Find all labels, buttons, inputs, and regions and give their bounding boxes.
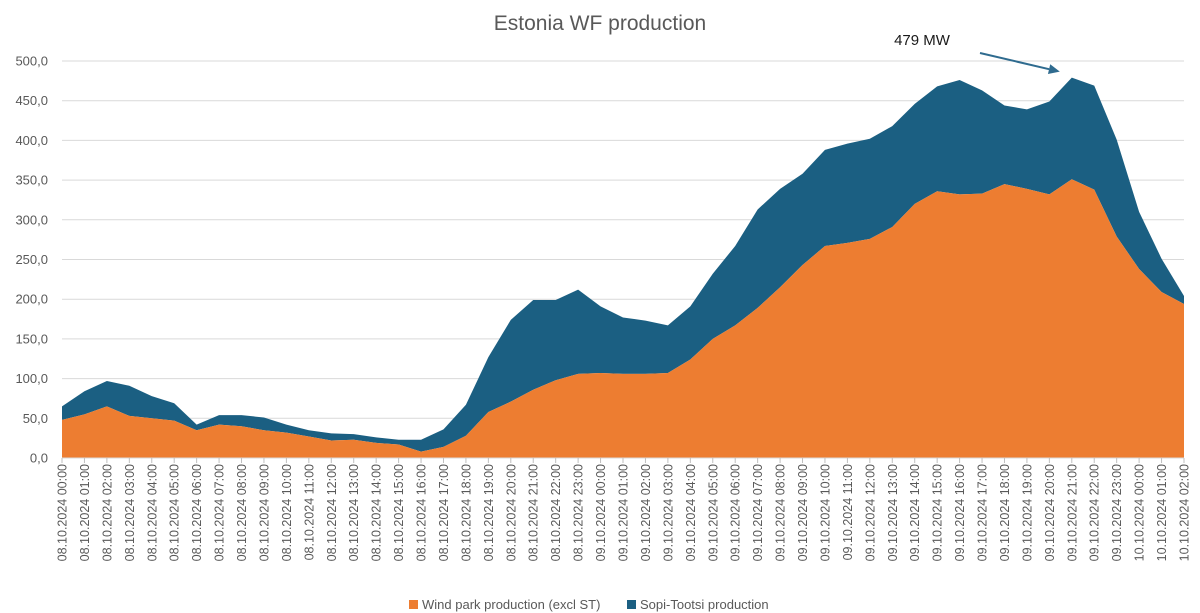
x-tick-label: 08.10.2024 13:00 [347,464,361,561]
x-tick-label: 09.10.2024 09:00 [796,464,810,561]
x-tick-label: 08.10.2024 03:00 [123,464,137,561]
x-tick-label: 10.10.2024 02:00 [1178,464,1192,561]
area-sopi-tootsi [62,77,1184,452]
x-tick-label: 08.10.2024 12:00 [325,464,339,561]
x-tick-label: 08.10.2024 08:00 [235,464,249,561]
y-tick-label: 150,0 [15,331,48,346]
x-tick-label: 09.10.2024 20:00 [1043,464,1057,561]
y-tick-label: 250,0 [15,252,48,267]
x-tick-label: 09.10.2024 01:00 [617,464,631,561]
x-tick-label: 08.10.2024 11:00 [302,464,316,560]
x-tick-label: 10.10.2024 01:00 [1155,464,1169,561]
y-tick-label: 0,0 [30,451,48,466]
x-tick-label: 08.10.2024 02:00 [100,464,114,561]
y-tick-label: 450,0 [15,93,48,108]
x-tick-label: 08.10.2024 09:00 [257,464,271,561]
x-tick-label: 09.10.2024 15:00 [931,464,945,561]
plot-area [62,77,1184,458]
x-tick-label: 08.10.2024 18:00 [459,464,473,561]
legend-label-sopi-tootsi: Sopi-Tootsi production [640,597,769,612]
legend: Wind park production (excl ST) Sopi-Toot… [409,597,769,612]
x-tick-label: 08.10.2024 23:00 [572,464,586,561]
y-axis-ticks: 0,0 50,0 100,0 150,0 200,0 250,0 300,0 350,0 400… [15,54,48,466]
x-tick-label: 09.10.2024 11:00 [841,464,855,560]
x-tick-label: 08.10.2024 22:00 [549,464,563,561]
x-tick-label: 09.10.2024 16:00 [953,464,967,561]
x-tick-label: 08.10.2024 01:00 [78,464,92,561]
legend-label-wind-park: Wind park production (excl ST) [422,597,600,612]
x-tick-label: 10.10.2024 00:00 [1133,464,1147,561]
x-tick-label: 08.10.2024 20:00 [504,464,518,561]
x-tick-label: 09.10.2024 02:00 [639,464,653,561]
annotation-arrowhead [1047,64,1060,75]
x-tick-label: 09.10.2024 10:00 [818,464,832,561]
y-tick-label: 500,0 [15,54,48,69]
x-tick-label: 08.10.2024 04:00 [145,464,159,561]
x-tick-label: 08.10.2024 14:00 [370,464,384,561]
x-tick-label: 08.10.2024 15:00 [392,464,406,561]
x-tick-label: 08.10.2024 06:00 [190,464,204,561]
x-tick-label: 08.10.2024 07:00 [213,464,227,561]
peak-annotation-label: 479 MW [894,32,951,49]
y-tick-label: 300,0 [15,212,48,227]
x-tick-label: 08.10.2024 00:00 [56,464,70,561]
x-tick-label: 09.10.2024 12:00 [863,464,877,561]
area-wind-park [62,179,1184,458]
x-tick-label: 09.10.2024 08:00 [774,464,788,561]
chart-title: Estonia WF production [494,12,706,35]
x-tick-label: 09.10.2024 19:00 [1020,464,1034,561]
annotation-group: 479 MW [894,32,1060,75]
x-tick-label: 09.10.2024 14:00 [908,464,922,561]
y-tick-label: 50,0 [23,411,48,426]
x-tick-label: 08.10.2024 17:00 [437,464,451,561]
x-tick-label: 09.10.2024 03:00 [661,464,675,561]
annotation-arrow [979,52,1050,71]
y-tick-label: 400,0 [15,133,48,148]
x-tick-label: 09.10.2024 07:00 [751,464,765,561]
x-tick-label: 09.10.2024 23:00 [1110,464,1124,561]
x-axis-ticks: 08.10.2024 00:00 08.10.2024 01:00 08.10.20… [56,458,1192,561]
legend-swatch-sopi-tootsi [627,600,636,609]
x-tick-label: 09.10.2024 21:00 [1065,464,1079,561]
x-tick-label: 09.10.2024 13:00 [886,464,900,561]
x-tick-label: 08.10.2024 21:00 [527,464,541,561]
x-tick-label: 09.10.2024 22:00 [1088,464,1102,561]
y-tick-label: 100,0 [15,371,48,386]
x-tick-label: 08.10.2024 16:00 [415,464,429,561]
x-tick-label: 08.10.2024 10:00 [280,464,294,561]
y-tick-label: 350,0 [15,173,48,188]
x-tick-label: 09.10.2024 04:00 [684,464,698,561]
y-tick-label: 200,0 [15,292,48,307]
x-tick-label: 09.10.2024 00:00 [594,464,608,561]
x-tick-label: 08.10.2024 05:00 [168,464,182,561]
x-tick-label: 09.10.2024 17:00 [976,464,990,561]
legend-swatch-wind-park [409,600,418,609]
x-tick-label: 09.10.2024 06:00 [729,464,743,561]
x-tick-label: 08.10.2024 19:00 [482,464,496,561]
x-tick-label: 09.10.2024 05:00 [706,464,720,561]
x-tick-label: 09.10.2024 18:00 [998,464,1012,561]
